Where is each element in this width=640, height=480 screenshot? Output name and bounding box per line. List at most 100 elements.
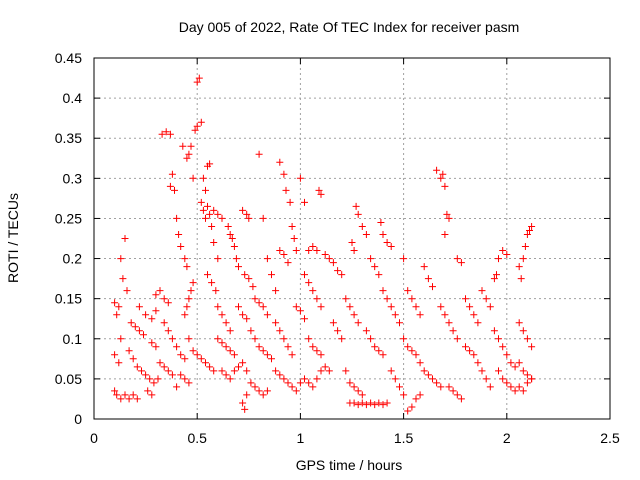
data-point [433, 379, 441, 387]
data-point [230, 367, 238, 375]
data-point [317, 190, 325, 198]
data-point [123, 287, 131, 295]
data-point [296, 379, 304, 387]
data-point [290, 235, 298, 242]
data-point [117, 395, 125, 403]
data-point [255, 150, 263, 158]
data-point [224, 223, 232, 230]
data-point [241, 271, 249, 279]
data-point [272, 319, 280, 327]
data-point [478, 367, 486, 375]
data-point [251, 383, 259, 391]
data-point [519, 387, 527, 395]
data-point [377, 219, 385, 226]
data-point [462, 295, 469, 303]
data-point [321, 363, 329, 371]
data-point [185, 150, 193, 158]
data-point [206, 363, 214, 371]
data-point [195, 74, 203, 82]
y-tick-label: 0.15 [55, 291, 82, 307]
data-point [507, 383, 515, 391]
x-tick-label: 2.5 [600, 430, 620, 446]
data-point [197, 355, 205, 363]
data-point [226, 375, 234, 383]
data-point [183, 263, 191, 271]
data-point [495, 335, 502, 343]
data-point [486, 383, 494, 391]
data-point [259, 214, 267, 222]
data-point [309, 383, 317, 391]
data-point [321, 251, 329, 258]
data-point [523, 231, 531, 238]
data-point [214, 255, 222, 263]
data-point [115, 359, 123, 367]
data-point [181, 311, 189, 319]
data-point [515, 263, 523, 271]
y-tick-label: 0.2 [63, 251, 83, 267]
data-point [173, 214, 181, 222]
data-point [292, 247, 300, 254]
data-point [268, 271, 275, 279]
data-point [197, 118, 205, 126]
data-point [272, 367, 280, 375]
data-point [148, 339, 156, 347]
data-point [301, 315, 308, 323]
data-point [400, 255, 408, 263]
data-point [325, 255, 333, 263]
data-point [412, 395, 420, 403]
data-point [235, 363, 242, 371]
data-point [346, 379, 354, 387]
data-point [449, 387, 457, 395]
data-point [375, 399, 383, 407]
data-point [305, 279, 313, 287]
data-point [247, 379, 255, 387]
data-point [284, 343, 292, 351]
data-point [515, 383, 523, 391]
data-points [111, 74, 536, 415]
data-point [317, 367, 325, 375]
data-point [113, 391, 121, 399]
data-point [523, 335, 531, 343]
data-point [181, 355, 189, 363]
data-point [424, 371, 432, 379]
data-point [301, 271, 308, 279]
data-point [243, 391, 251, 399]
data-point [457, 395, 465, 403]
data-point [239, 399, 247, 407]
data-point [445, 319, 453, 327]
data-point [245, 214, 253, 222]
data-point [121, 235, 129, 242]
x-tick-label: 0.5 [187, 430, 207, 446]
data-point [175, 231, 183, 238]
data-point [490, 275, 498, 283]
data-point [305, 379, 313, 387]
data-point [404, 287, 412, 295]
data-point [276, 247, 284, 254]
data-point [383, 295, 391, 303]
data-point [317, 351, 325, 359]
data-point [526, 227, 533, 234]
y-tick-label: 0 [74, 411, 82, 427]
data-point [177, 351, 185, 359]
data-point [140, 331, 147, 339]
data-point [528, 343, 536, 351]
data-point [396, 383, 403, 391]
data-point [383, 399, 391, 407]
data-point [453, 255, 461, 263]
data-point [152, 343, 160, 351]
data-point [515, 359, 523, 367]
data-point [286, 198, 294, 206]
data-point [519, 255, 527, 263]
data-point [173, 383, 181, 391]
data-point [235, 263, 242, 271]
data-point [433, 166, 441, 174]
data-point [276, 371, 284, 379]
data-point [259, 391, 267, 399]
data-point [478, 287, 486, 295]
data-point [503, 251, 511, 258]
data-point [362, 327, 370, 335]
data-point [204, 202, 211, 210]
data-point [391, 311, 399, 319]
data-point [362, 401, 370, 409]
data-point [249, 283, 257, 291]
